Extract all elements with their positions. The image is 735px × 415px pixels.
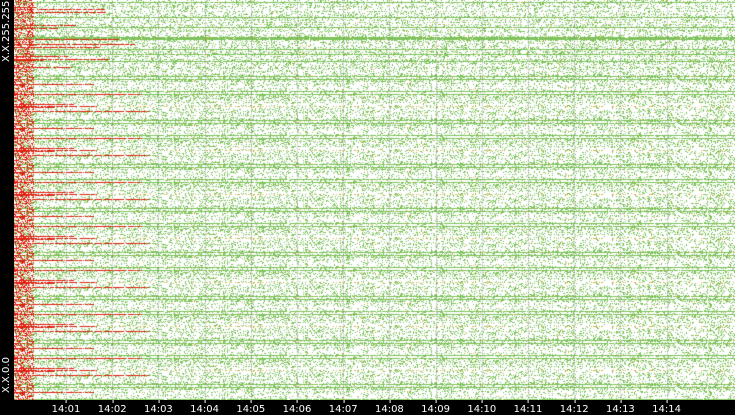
x-tick-label: 14:03 [144,400,173,415]
x-tick-label: 14:02 [98,400,127,415]
heatmap-canvas [14,0,735,400]
x-tick-label: 14:12 [560,400,589,415]
x-tick-label: 14:13 [606,400,635,415]
y-axis: X.X.255.255 X.X.0.0 [0,0,14,400]
y-tick-bottom: X.X.0.0 [1,357,12,393]
x-tick-label: 14:01 [52,400,80,415]
y-tick-top: X.X.255.255 [1,0,12,62]
x-tick-label: 14:11 [514,400,542,415]
x-tick-label: 14:14 [652,400,681,415]
x-tick-label: 14:10 [467,400,496,415]
x-tick-label: 14:07 [329,400,358,415]
x-axis: 14:01 14:02 14:03 14:04 14:05 14:06 14:07 14:08… [0,400,735,415]
x-tick-label: 14:05 [236,400,265,415]
x-tick-label: 14:08 [375,400,404,415]
heatmap-plot [14,0,735,400]
x-tick-label: 14:09 [421,400,450,415]
x-tick-label: 14:04 [190,400,219,415]
x-tick-label: 14:06 [283,400,311,415]
